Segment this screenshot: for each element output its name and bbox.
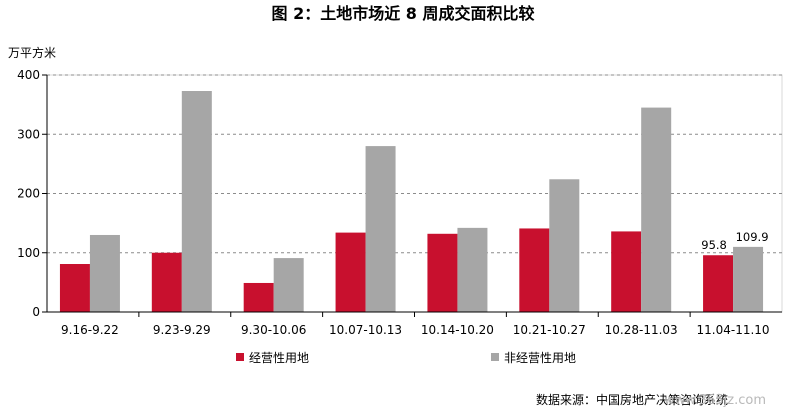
y-tick-label: 0: [32, 305, 40, 319]
bar-series-1-8: [703, 255, 734, 312]
bar-series-1-4: [335, 232, 366, 312]
x-tick-label: 9.16-9.22: [61, 323, 119, 337]
y-tick-label: 300: [17, 127, 40, 141]
x-tick-label: 11.04-11.10: [697, 323, 770, 337]
data-label-series-1: 95.8: [701, 238, 727, 252]
bar-series-1-7: [611, 231, 642, 312]
bar-series-2-2: [181, 90, 212, 312]
x-tick-label: 9.23-9.29: [153, 323, 211, 337]
bar-series-1-5: [427, 233, 458, 312]
legend-swatch-1: [236, 353, 244, 361]
chart-title: 图 2：土地市场近 8 周成交面积比较: [272, 4, 535, 23]
data-label-series-2: 109.9: [736, 230, 769, 244]
bar-series-1-6: [519, 228, 550, 312]
bar-series-2-8: [733, 246, 764, 312]
bar-series-2-7: [641, 107, 672, 313]
bar-series-1-2: [151, 252, 182, 312]
bar-series-2-3: [273, 258, 304, 312]
legend-swatch-2: [491, 353, 499, 361]
legend: 经营性用地 非经营性用地: [236, 351, 576, 365]
x-tick-label: 9.30-10.06: [241, 323, 306, 337]
bar-series-2-6: [549, 179, 580, 312]
legend-label-2: 非经营性用地: [504, 351, 576, 365]
y-axis-unit: 万平方米: [8, 45, 56, 60]
x-tick-label: 10.07-10.13: [329, 323, 402, 337]
x-tick-label: 10.28-11.03: [605, 323, 678, 337]
bar-series-2-1: [89, 234, 120, 312]
bar-series-2-5: [457, 227, 488, 312]
legend-label-1: 经营性用地: [249, 351, 309, 365]
x-tick-label: 10.14-10.20: [421, 323, 494, 337]
watermark: www.365jz.com: [664, 393, 766, 408]
labels-layer: 9.16-9.22 9.23-9.29 9.30-10.06 10.07-10.13 1…: [61, 230, 770, 337]
source-note: 数据来源：中国房地产决策咨询系统: [536, 392, 728, 407]
bars-layer: [59, 90, 764, 313]
y-tick-label: 400: [17, 68, 40, 82]
bar-series-1-3: [243, 282, 274, 312]
bar-series-2-4: [365, 146, 396, 312]
bar-series-1-1: [59, 264, 90, 312]
y-tick-label: 100: [17, 246, 40, 260]
y-tick-label: 200: [17, 187, 40, 201]
x-tick-label: 10.21-10.27: [513, 323, 586, 337]
